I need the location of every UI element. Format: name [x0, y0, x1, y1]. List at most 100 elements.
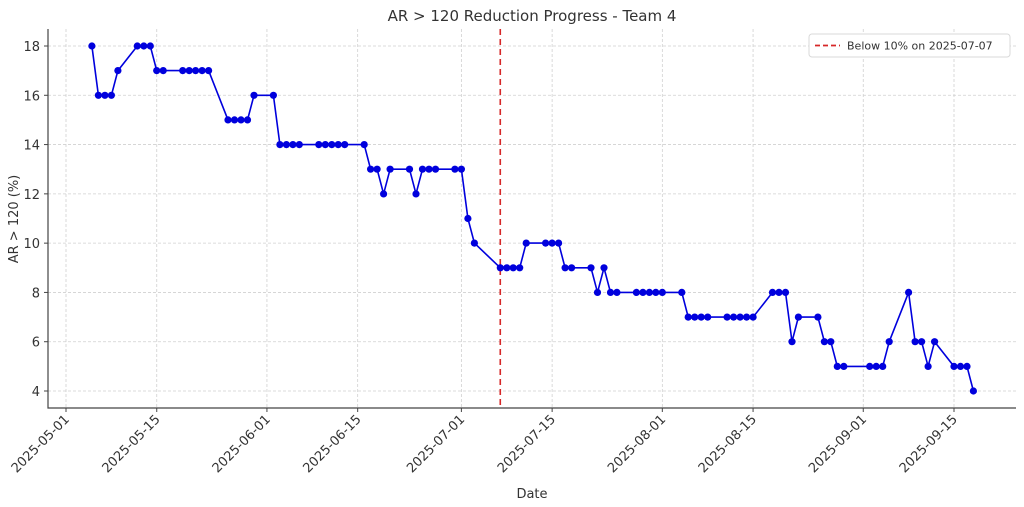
data-point [600, 264, 608, 272]
data-point [950, 362, 958, 370]
data-point [730, 313, 738, 321]
data-point [516, 264, 524, 272]
x-tick-label: 2025-08-15 [696, 412, 760, 476]
data-point [360, 141, 368, 149]
data-point [289, 141, 297, 149]
y-tick-label: 6 [32, 336, 40, 351]
data-point [775, 288, 783, 296]
data-point [872, 362, 880, 370]
data-point [833, 362, 841, 370]
x-tick-label: 2025-05-01 [9, 412, 73, 476]
data-point [593, 288, 602, 296]
y-tick-label: 14 [23, 139, 40, 154]
data-series [88, 42, 978, 395]
data-point [367, 165, 375, 173]
data-point [684, 313, 692, 321]
data-point [905, 288, 913, 296]
data-point [334, 141, 342, 149]
data-point [230, 116, 239, 124]
data-point [431, 165, 440, 173]
data-point [768, 288, 777, 296]
data-point [613, 288, 621, 296]
data-point [133, 42, 141, 50]
data-point [606, 288, 615, 296]
data-point [192, 67, 200, 75]
data-point [153, 67, 161, 75]
data-point [924, 362, 932, 370]
data-point [587, 264, 595, 272]
data-point [101, 91, 109, 99]
axes: 4 6 8 10 12 14 16 18 2025-05-01 2025-05-15 2025-06… [9, 29, 1016, 476]
data-point [788, 338, 796, 346]
x-tick-label: 2025-06-01 [210, 412, 274, 476]
data-point [250, 91, 258, 99]
data-point [704, 313, 712, 321]
data-point [224, 116, 232, 124]
data-point [405, 165, 414, 173]
series-line [91, 45, 975, 392]
data-point [548, 239, 556, 247]
data-point [107, 91, 115, 99]
data-point [736, 313, 744, 321]
data-point [269, 91, 277, 99]
x-tick-label: 2025-08-01 [605, 412, 669, 476]
data-point [386, 165, 394, 173]
data-point [522, 239, 530, 247]
chart-title: AR > 120 Reduction Progress - Team 4 [388, 7, 677, 25]
data-point [503, 264, 511, 272]
data-point [820, 338, 829, 346]
axis-lines [47, 29, 1016, 409]
data-point [840, 362, 848, 370]
data-point [88, 42, 96, 50]
data-point [866, 362, 874, 370]
data-point [743, 313, 751, 321]
data-point [373, 165, 381, 173]
data-point [561, 264, 569, 272]
data-point [276, 141, 284, 149]
data-point [315, 141, 323, 149]
data-point [243, 116, 252, 124]
data-point [140, 42, 148, 50]
data-point [691, 313, 699, 321]
x-tick-label: 2025-07-01 [404, 412, 468, 476]
data-point [282, 141, 290, 149]
y-tick-label: 4 [32, 385, 40, 400]
data-point [911, 338, 919, 346]
data-point [380, 190, 388, 198]
data-point [237, 116, 245, 124]
x-tick-label: 2025-09-01 [806, 412, 870, 476]
grid [48, 29, 1016, 408]
y-tick-label: 8 [32, 286, 40, 301]
data-point [418, 165, 427, 173]
data-point [425, 165, 433, 173]
x-tick-label: 2025-07-15 [495, 412, 559, 476]
data-point [146, 42, 154, 50]
data-point [781, 288, 790, 296]
data-point [632, 288, 641, 296]
data-point [542, 239, 550, 247]
data-point [885, 338, 893, 346]
data-point [185, 67, 193, 75]
y-tick-label: 12 [23, 188, 40, 203]
data-point [328, 141, 336, 149]
data-point [969, 387, 978, 395]
data-point [697, 313, 705, 321]
data-point [198, 67, 206, 75]
legend-box [808, 33, 1011, 58]
legend: Below 10% on 2025-07-07 [808, 33, 1011, 58]
data-point [457, 165, 465, 173]
data-point [412, 190, 420, 198]
data-point [723, 313, 731, 321]
data-point [179, 67, 187, 75]
data-point [931, 338, 939, 346]
data-point [159, 67, 167, 75]
x-tick-label: 2025-06-15 [300, 412, 364, 476]
data-point [94, 91, 102, 99]
data-point [749, 313, 757, 321]
data-point [652, 288, 660, 296]
data-point [814, 313, 822, 321]
data-point [658, 288, 666, 296]
data-point [645, 288, 654, 296]
data-point [555, 239, 563, 247]
data-point [114, 67, 122, 75]
